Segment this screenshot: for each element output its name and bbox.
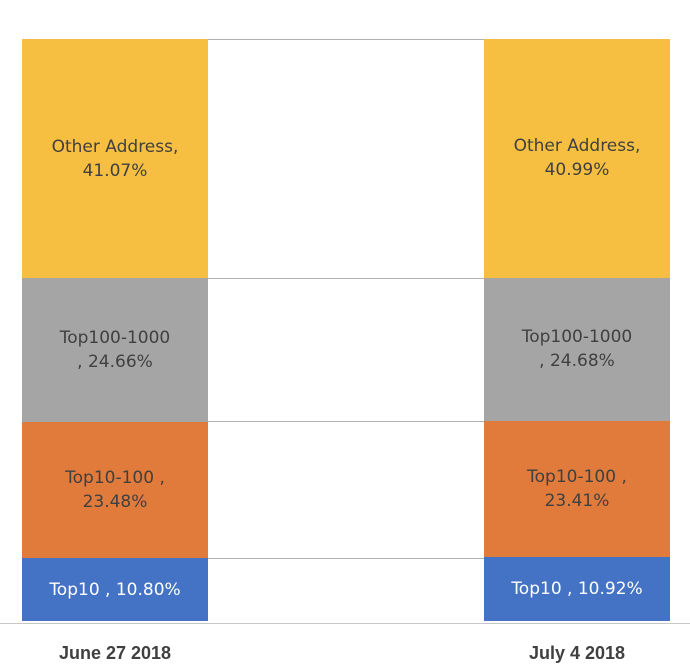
series-line-top10-100 [208, 421, 484, 422]
series-line-top10 [208, 558, 484, 559]
data-label: Top10-100 , 23.41% [527, 467, 627, 512]
bar-segment-top10-2: Top10 , 10.92% [484, 557, 670, 621]
data-label: Top10 , 10.92% [511, 579, 643, 600]
data-label: Top100-1000 , 24.68% [521, 327, 633, 372]
bar-segment-top10-1: Top10 , 10.80% [22, 558, 208, 621]
series-line-other-address [208, 39, 484, 40]
x-axis-line [0, 623, 690, 624]
series-line-top100-1000 [208, 278, 484, 279]
x-tick-label: July 4 2018 [528, 643, 626, 663]
bar-segment-top10-100-2: Top10-100 , 23.41% [484, 421, 670, 558]
bar-segment-other-address-2: Other Address, 40.99% [484, 39, 670, 278]
bar-segment-top100-1000-2: Top100-1000 , 24.68% [484, 277, 670, 422]
data-label: Top100-1000 , 24.66% [59, 327, 171, 372]
x-tick-label: June 27 2018 [58, 643, 172, 663]
bar-segment-top10-100-1: Top10-100 , 23.48% [22, 421, 208, 559]
data-label: Top10-100 , 23.48% [65, 467, 165, 512]
bar-segment-other-address-1: Other Address, 41.07% [22, 39, 208, 278]
data-label: Other Address, 40.99% [513, 136, 641, 181]
data-label: Other Address, 41.07% [51, 136, 179, 181]
data-label: Top10 , 10.80% [49, 579, 181, 600]
bar-segment-top100-1000-1: Top100-1000 , 24.66% [22, 278, 208, 422]
